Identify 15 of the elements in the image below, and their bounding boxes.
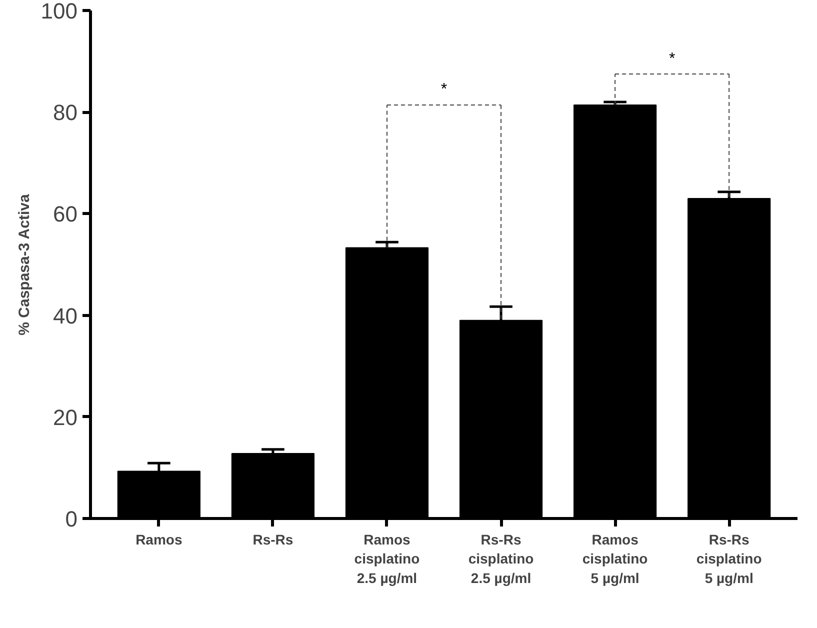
- x-tick-label: Rs-Rs cisplatino 5 µg/ml: [696, 532, 762, 586]
- x-tick-label: Rs-Rs cisplatino 2.5 µg/ml: [468, 532, 534, 586]
- y-tick-label: 20: [53, 404, 78, 430]
- annotation: *: [668, 50, 676, 68]
- y-tick-label: 0: [65, 506, 78, 532]
- y-tick-label: 80: [53, 100, 78, 126]
- y-tick-label: 100: [40, 0, 78, 24]
- y-tick-label: 60: [53, 202, 78, 227]
- x-tick-label: Ramos cisplatino 2.5 µg/ml: [354, 532, 420, 586]
- annotation: *: [440, 81, 448, 98]
- y-axis-title: % Caspasa-3 Activa: [16, 194, 33, 336]
- y-tick-label: 40: [53, 303, 78, 328]
- x-tick-label: Ramos: [136, 532, 182, 548]
- x-tick-label: Ramos cisplatino 5 µg/ml: [582, 532, 648, 586]
- x-tick-label: Rs-Rs: [252, 532, 294, 548]
